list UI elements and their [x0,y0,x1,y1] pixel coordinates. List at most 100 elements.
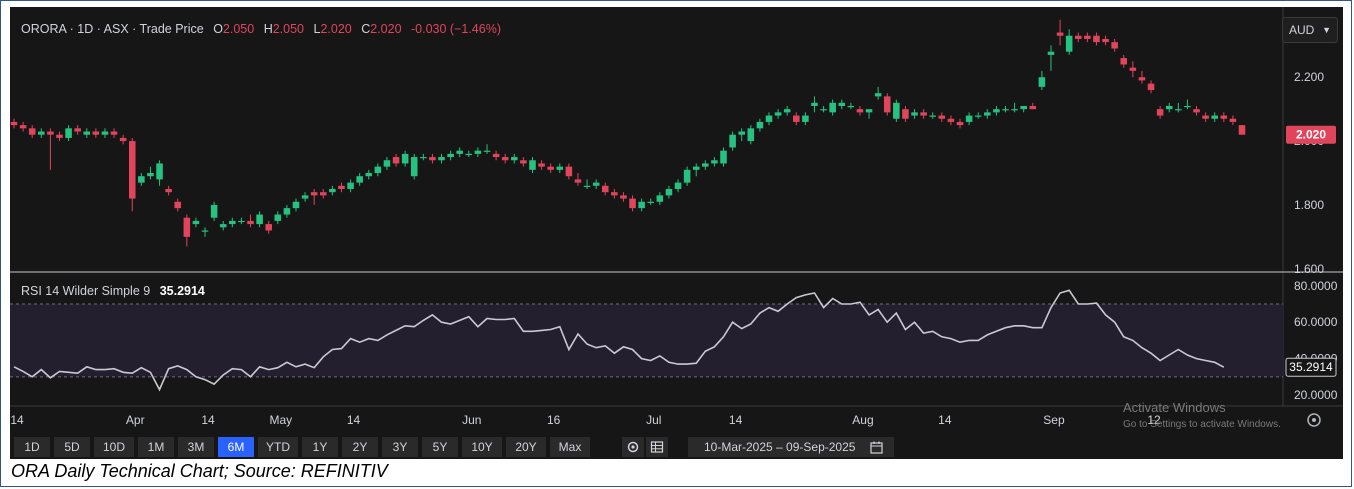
candle [965,112,973,126]
candle [747,125,755,145]
candle [1038,70,1046,91]
x-tick-label: 16 [547,413,561,427]
candle [119,134,127,145]
candle [183,214,191,247]
x-tick-label: 14 [10,413,24,427]
candle [956,118,964,129]
candle [1011,102,1018,113]
candle [883,93,891,116]
candle [92,128,100,138]
candle [174,198,182,212]
candle [19,121,27,132]
timeframe-10y-button[interactable]: 10Y [462,437,502,457]
candle [1129,61,1137,78]
candle [783,105,791,116]
candle [984,109,991,119]
candle [283,204,291,218]
candle [601,182,609,196]
rsi-last-label: 35.2914 [1289,360,1333,374]
timeframe-1m-button[interactable]: 1M [138,437,174,457]
rsi-legend: RSI 14 Wilder Simple 9 35.2914 [21,284,205,298]
candle [547,163,554,174]
x-tick-label: 14 [201,413,215,427]
timeframe-5y-button[interactable]: 5Y [422,437,458,457]
timeframe-6m-button[interactable]: 6M [218,437,254,457]
candle [356,173,363,186]
timeframe-5d-button[interactable]: 5D [54,437,90,457]
candle [101,128,109,138]
candle [1102,35,1109,46]
candle [865,109,873,119]
candle [620,192,627,202]
ohlc-low-label: L [313,22,320,36]
timeframe-3m-button[interactable]: 3M [178,437,214,457]
ohlc-open-label: O [213,22,223,36]
candle [820,105,827,113]
timeframe-10d-button[interactable]: 10D [94,437,134,457]
candle [893,99,900,122]
gear-icon[interactable] [622,437,644,457]
ohlc-close-label: C [361,22,370,36]
price-change: -0.030 (−1.46%) [411,22,501,36]
candle [738,128,745,142]
candle [319,188,327,199]
timeframe-3y-button[interactable]: 3Y [382,437,418,457]
candle [1184,99,1191,110]
candle [756,118,764,132]
candle [492,150,500,161]
candle [720,147,727,167]
candle [583,179,591,189]
candle [165,185,172,196]
chevron-down-icon: ▼ [1322,25,1331,35]
candle [565,163,573,180]
watermark-subtitle: Go to Settings to activate Windows. [1123,419,1281,430]
candle [902,105,909,122]
legend-line: ORORA · 1D · ASX · Trade Price O2.050 H2… [21,22,501,36]
candle [874,86,882,100]
x-tick-label: 14 [938,413,952,427]
candle [238,217,245,225]
candle [410,153,418,180]
timeframe-1y-button[interactable]: 1Y [302,437,338,457]
rsi-label: RSI 14 Wilder Simple 9 [21,284,150,298]
candle [656,192,664,205]
candle [674,179,682,193]
timeframe-max-button[interactable]: Max [550,437,590,457]
settings-icon[interactable] [1307,413,1321,427]
candle [556,163,564,174]
candle [156,160,163,186]
candle [683,166,691,186]
timeframe-20y-button[interactable]: 20Y [506,437,546,457]
timeframe-2y-button[interactable]: 2Y [342,437,378,457]
date-range-picker[interactable]: 10-Mar-2025 – 09-Sep-2025 [688,437,894,457]
candle [793,112,800,126]
candle [1120,54,1128,68]
candle [774,109,782,119]
candle [1138,70,1146,84]
candle [465,150,473,158]
candle [838,99,846,110]
candle [511,153,518,164]
candle [1029,102,1037,110]
candle [28,125,36,138]
candle [1156,105,1164,119]
price-tick-label: 1.800 [1294,198,1324,212]
candle [529,157,536,174]
table-icon[interactable] [646,437,668,457]
candle [374,163,382,177]
candle [1093,32,1100,46]
candle [911,109,918,119]
candle [920,109,927,119]
timeframe-1d-button[interactable]: 1D [14,437,50,457]
currency-select[interactable]: AUD ▼ [1282,17,1338,43]
candle [147,166,154,180]
candle [574,173,582,186]
candle [38,128,45,138]
candle [1165,102,1173,113]
candle [247,214,254,228]
candle [1020,105,1027,113]
timeframe-ytd-button[interactable]: YTD [258,437,298,457]
candle [329,185,336,196]
candle [611,188,618,199]
